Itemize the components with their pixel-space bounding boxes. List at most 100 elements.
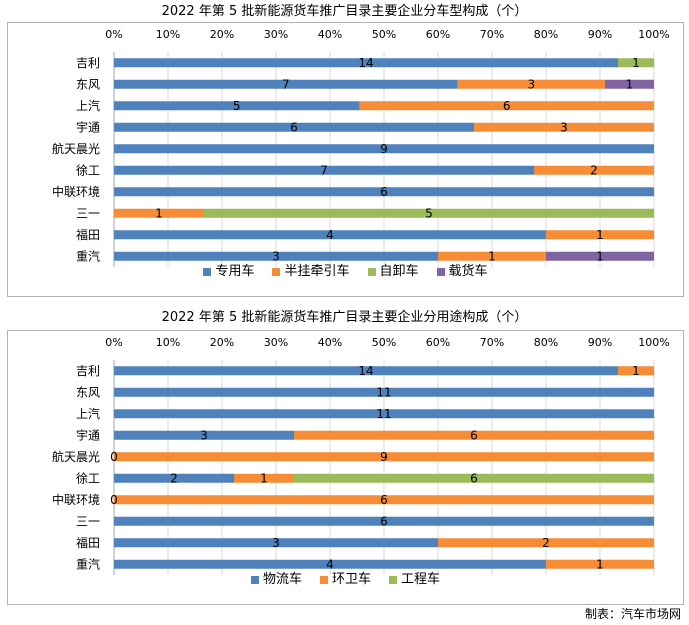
- y-tick-label: 重汽: [76, 248, 100, 263]
- x-tick-label: 100%: [638, 28, 669, 41]
- bar-segment: [204, 208, 654, 218]
- bar-segment: [114, 165, 534, 175]
- data-label: 11: [376, 385, 391, 399]
- legend-label: 工程车: [401, 572, 441, 587]
- legend: 物流车 环卫车 工程车: [8, 572, 683, 588]
- legend-item-dump-truck: 自卸车: [367, 264, 419, 280]
- bar-segment: [359, 101, 654, 111]
- y-tick-label: 东风: [76, 385, 100, 399]
- y-tick-label: 宇通: [76, 428, 100, 442]
- data-label: 0: [110, 493, 118, 507]
- x-tick-label: 20%: [210, 336, 234, 349]
- x-tick-label: 80%: [534, 28, 558, 41]
- data-label: 3: [272, 536, 280, 550]
- data-label: 5: [425, 206, 433, 220]
- legend-label: 专用车: [215, 264, 255, 279]
- bar-segment: [114, 452, 654, 462]
- source-credit: 制表：汽车市场网: [584, 607, 681, 621]
- data-label: 1: [596, 228, 604, 242]
- bar-segment: [294, 430, 654, 440]
- legend-swatch: [367, 268, 376, 276]
- legend-item-semi-trailer-tractor: 半挂牵引车: [272, 264, 350, 280]
- data-label: 1: [155, 206, 163, 220]
- bar-segment: [474, 122, 654, 132]
- y-tick-label: 三一: [76, 514, 100, 528]
- x-tick-label: 40%: [318, 336, 342, 349]
- x-tick-label: 60%: [426, 28, 450, 41]
- legend-item-logistics-vehicle: 物流车: [250, 572, 302, 588]
- y-tick-label: 福田: [76, 227, 100, 242]
- x-tick-label: 90%: [588, 336, 612, 349]
- data-label: 7: [320, 163, 328, 177]
- bar-segment: [438, 538, 654, 548]
- legend-swatch: [389, 576, 397, 584]
- bar-segment: [114, 473, 234, 483]
- bar-segment: [114, 559, 546, 569]
- x-tick-label: 50%: [372, 336, 396, 349]
- legend-label: 环卫车: [331, 572, 371, 587]
- legend-swatch: [272, 268, 281, 276]
- bar-segment: [546, 559, 654, 569]
- data-label: 3: [527, 77, 535, 91]
- bar-segment: [114, 230, 546, 240]
- y-tick-label: 上汽: [76, 406, 100, 421]
- bar-segment: [114, 538, 438, 548]
- bar-segment: [618, 58, 654, 68]
- bar-segment: [114, 251, 438, 261]
- bar-segment: [294, 473, 654, 483]
- y-tick-label: 吉利: [76, 56, 100, 70]
- x-tick-label: 40%: [318, 28, 342, 41]
- chart-usage: 0% 10% 20% 30% 40% 50% 60% 70% 80% 90% 100% 吉利 14 1 东风…: [7, 330, 684, 605]
- x-tick-label: 0%: [105, 336, 122, 349]
- x-tick-label: 0%: [105, 28, 122, 41]
- chart-title-vehicle-type: 2022 年第 5 批新能源货车推广目录主要企业分车型构成（个）: [161, 4, 528, 19]
- bar-segment: [114, 516, 654, 526]
- y-tick-label: 东风: [76, 77, 100, 91]
- x-tick-label: 10%: [156, 336, 180, 349]
- bar-segment: [114, 366, 618, 376]
- y-tick-label: 徐工: [76, 162, 100, 177]
- data-label: 1: [632, 364, 640, 378]
- legend-swatch: [319, 576, 328, 584]
- data-label: 1: [596, 557, 604, 571]
- data-label: 3: [560, 120, 568, 134]
- bar-segment: [438, 251, 546, 261]
- y-tick-label: 中联环境: [52, 184, 100, 199]
- bar-segment: [114, 187, 654, 197]
- chart-vehicle-type: 0% 10% 20% 30% 40% 50% 60% 70% 80% 90% 100% 吉利 14 1 东风…: [7, 22, 684, 297]
- x-tick-label: 100%: [638, 336, 669, 349]
- legend-item-engineering-vehicle: 工程车: [389, 572, 440, 588]
- bar-segment: [546, 251, 654, 261]
- x-tick-label: 30%: [264, 336, 288, 349]
- data-label: 1: [632, 56, 640, 70]
- data-label: 6: [380, 493, 388, 507]
- data-label: 6: [380, 185, 388, 199]
- data-label: 1: [626, 77, 634, 91]
- legend-label: 半挂牵引车: [284, 264, 350, 279]
- x-tick-label: 80%: [534, 336, 558, 349]
- data-label: 2: [170, 471, 178, 485]
- legend-item-special-vehicle: 专用车: [203, 264, 254, 280]
- bar-segment: [114, 58, 618, 68]
- data-label: 6: [470, 471, 478, 485]
- x-tick-label: 60%: [426, 336, 450, 349]
- y-tick-label: 三一: [76, 206, 100, 220]
- y-tick-label: 中联环境: [52, 492, 100, 507]
- y-tick-label: 上汽: [76, 98, 100, 113]
- data-label: 9: [380, 450, 388, 464]
- data-label: 6: [380, 514, 388, 528]
- data-label: 6: [290, 120, 298, 134]
- legend-label: 物流车: [262, 572, 302, 587]
- data-label: 1: [596, 249, 604, 263]
- legend-swatch: [250, 576, 259, 584]
- x-tick-label: 90%: [588, 28, 612, 41]
- chart-plot-usage: 0% 10% 20% 30% 40% 50% 60% 70% 80% 90% 100%吉利 14 1东风…: [52, 336, 670, 575]
- bar-segment: [114, 430, 294, 440]
- legend-swatch: [436, 268, 445, 276]
- bar-segment: [604, 79, 654, 89]
- y-tick-label: 航天晨光: [52, 141, 100, 156]
- y-tick-label: 福田: [76, 535, 100, 550]
- legend-label: 载货车: [448, 264, 488, 279]
- bar-segment: [114, 101, 360, 111]
- x-tick-label: 20%: [210, 28, 234, 41]
